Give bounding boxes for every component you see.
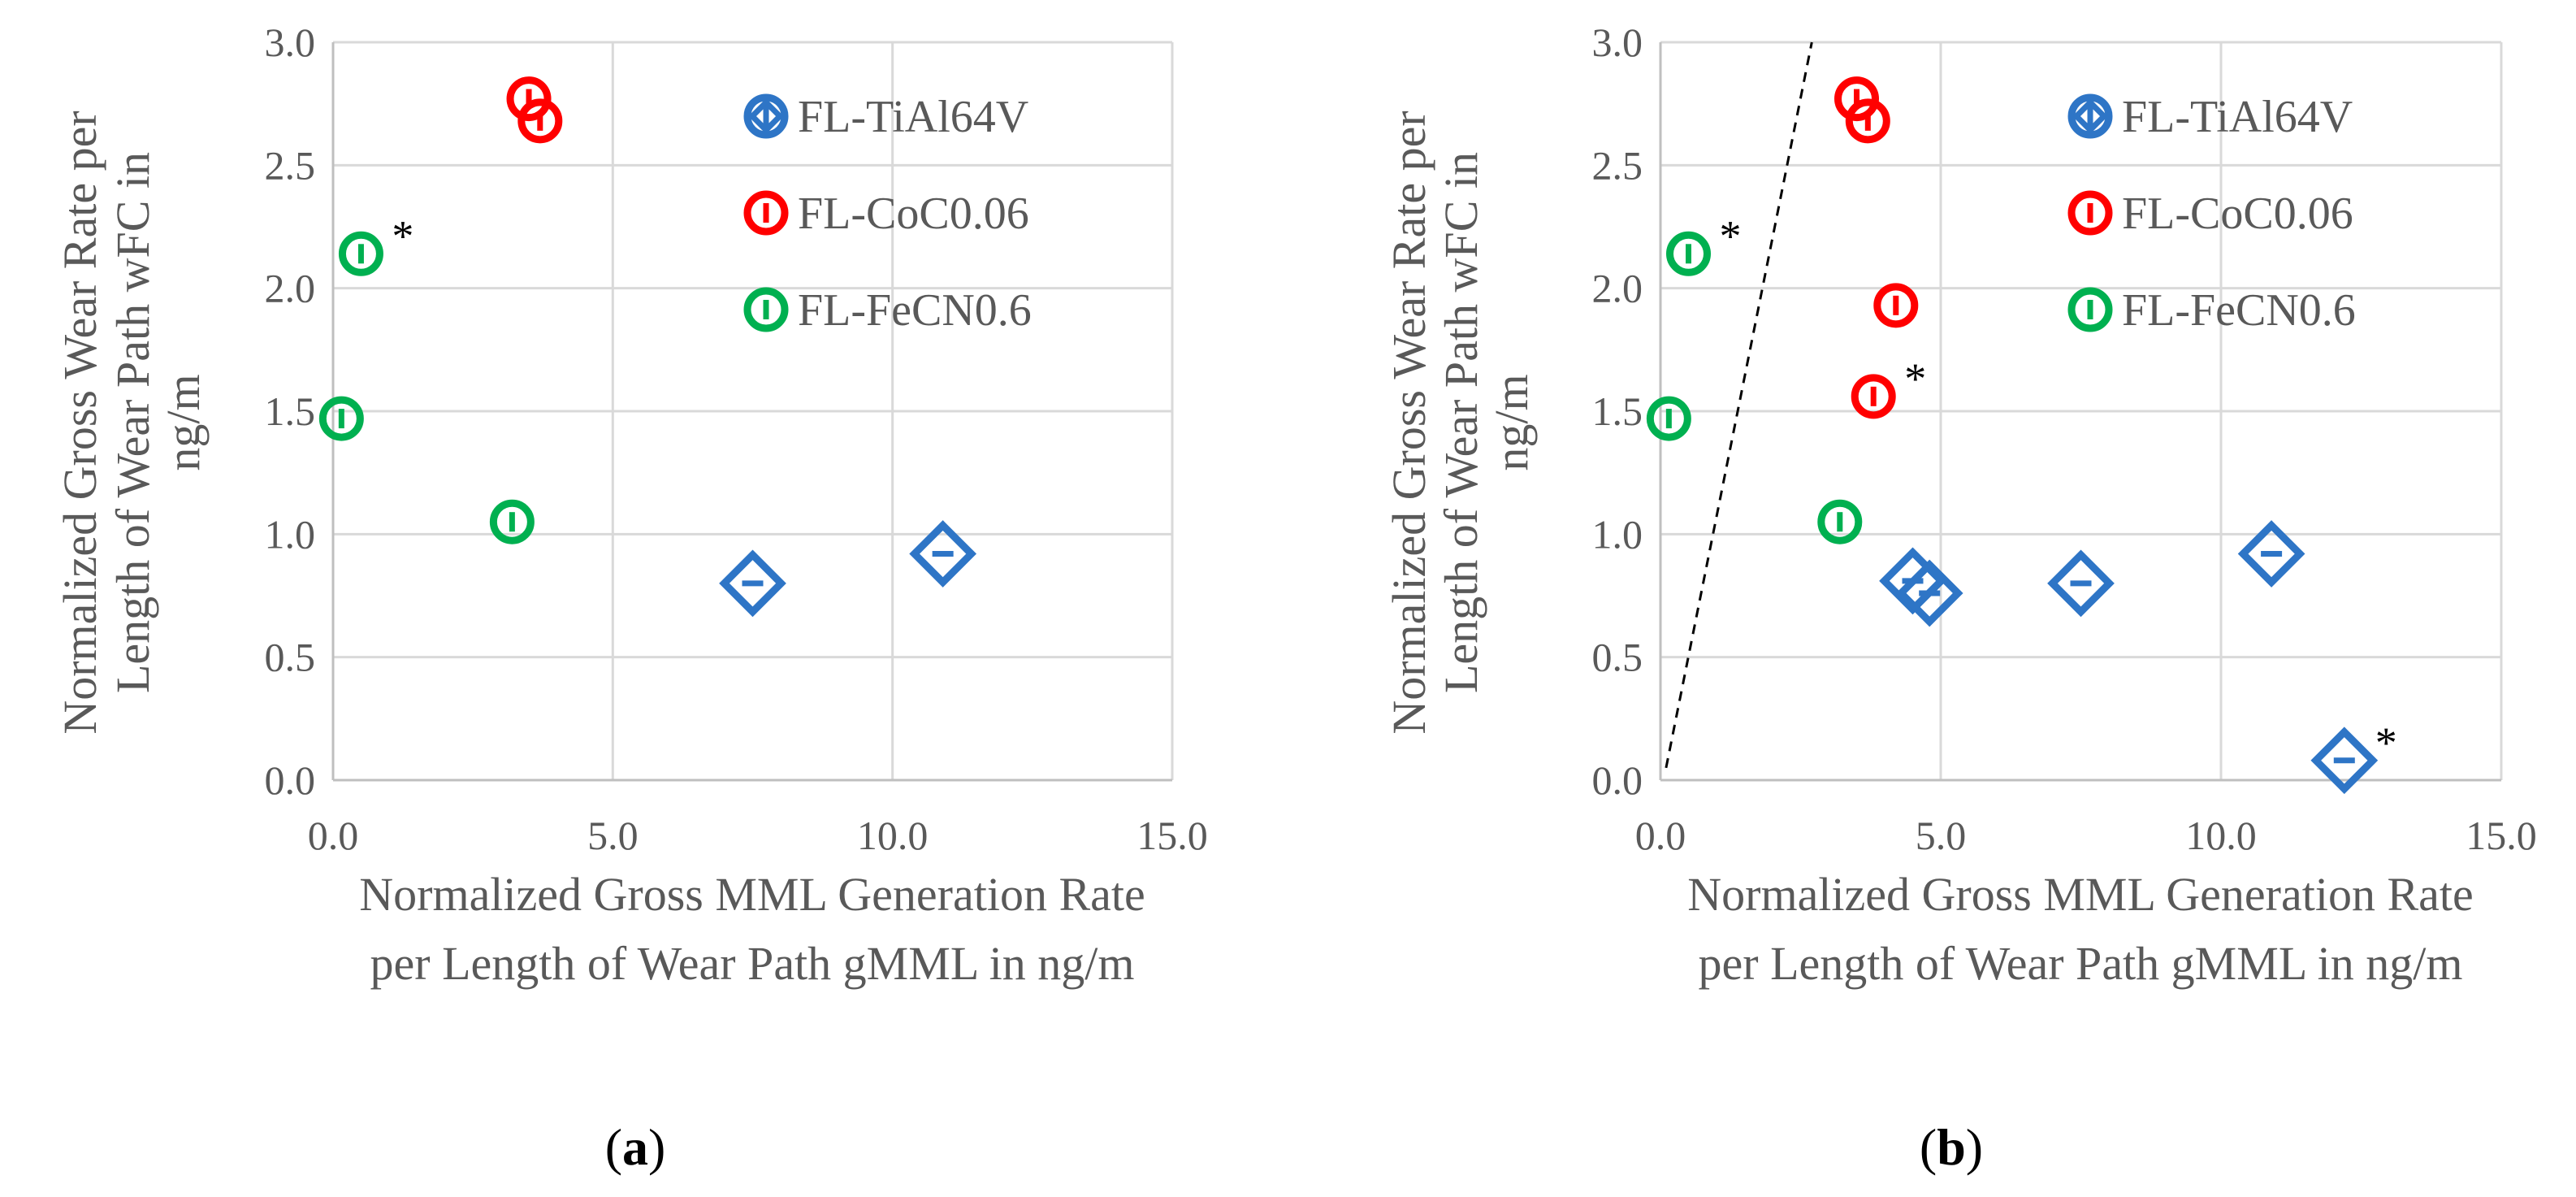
significance-star: * (392, 211, 413, 260)
data-point-fl-tial64v (2047, 549, 2115, 618)
y-tick-label: 2.0 (265, 266, 316, 311)
reference-line (1665, 41, 1813, 769)
panel-label-part: a (622, 1118, 648, 1176)
panel-label: (a) (605, 1118, 666, 1176)
y-tick-label: 3.0 (1592, 20, 1643, 65)
data-point-fl-coc0-06 (506, 76, 552, 122)
data-point-fl-coc0-06 (1851, 374, 1896, 419)
x-axis-title: Normalized Gross MML Generation Rate (359, 868, 1145, 921)
data-point-fl-tial64v (1895, 559, 1963, 627)
panel-label-part: ( (1920, 1118, 1937, 1176)
data-point-fl-fecn0-6 (489, 499, 535, 544)
y-tick-label: 0.5 (1592, 635, 1643, 680)
legend-label: FL-CoC0.06 (798, 189, 1029, 239)
data-point-fl-fecn0-6 (318, 396, 364, 441)
y-tick-label: 0.0 (1592, 757, 1643, 803)
x-tick-label: 10.0 (2185, 813, 2257, 858)
y-axis-title: Normalized Gross Wear Rate per (54, 111, 106, 734)
x-tick-label: 0.0 (1635, 813, 1686, 858)
data-point-fl-coc0-06 (1845, 98, 1890, 144)
legend-label: FL-TiAl64V (2122, 92, 2353, 142)
significance-star: * (2375, 718, 2397, 767)
data-point-fl-tial64v (2310, 726, 2379, 795)
data-point-fl-coc0-06 (1834, 76, 1879, 122)
x-tick-label: 10.0 (857, 813, 929, 858)
x-tick-label: 0.0 (308, 813, 359, 858)
x-tick-label: 5.0 (587, 813, 639, 858)
data-point-fl-coc0-06 (517, 98, 563, 144)
legend-marker (2067, 190, 2113, 236)
y-tick-label: 2.0 (1592, 266, 1643, 311)
legend-marker (743, 287, 789, 332)
y-tick-label: 2.5 (265, 142, 316, 188)
legend-marker (2067, 93, 2113, 139)
x-axis-title: per Length of Wear Path gMML in ng/m (370, 937, 1135, 990)
panel-label-part: ) (1966, 1118, 1983, 1176)
panel-label-part: ( (605, 1118, 622, 1176)
legend-marker (743, 190, 789, 236)
legend-marker (2072, 98, 2108, 134)
y-tick-label: 1.0 (265, 511, 316, 557)
x-axis-title: per Length of Wear Path gMML in ng/m (1699, 937, 2463, 990)
data-point-fl-coc0-06 (1873, 283, 1919, 328)
data-point-fl-tial64v (719, 549, 786, 618)
y-tick-label: 0.0 (265, 757, 316, 803)
legend-marker (743, 93, 789, 139)
y-axis-title: ng/m (1485, 374, 1538, 471)
y-tick-label: 2.5 (1592, 142, 1643, 188)
legend-label: FL-FeCN0.6 (798, 285, 1032, 336)
x-tick-label: 5.0 (1916, 813, 1967, 858)
data-point-fl-tial64v (909, 520, 977, 588)
y-tick-label: 1.5 (265, 388, 316, 434)
y-axis-title: Length of Wear Path wFC in (1435, 152, 1487, 693)
y-axis-title: Length of Wear Path wFC in (106, 152, 159, 693)
data-point-fl-tial64v (2237, 520, 2305, 588)
x-tick-label: 15.0 (2466, 813, 2537, 858)
legend-marker (748, 98, 784, 134)
panel-label: (b) (1920, 1118, 1983, 1176)
panel-label-part: ) (648, 1118, 665, 1176)
x-axis-title: Normalized Gross MML Generation Rate (1687, 868, 2473, 921)
data-point-fl-fecn0-6 (1646, 396, 1691, 441)
legend-label: FL-FeCN0.6 (2122, 285, 2356, 336)
significance-star: * (1720, 211, 1742, 260)
data-point-fl-fecn0-6 (1666, 231, 1711, 276)
y-axis-title: ng/m (157, 374, 210, 471)
data-point-fl-fecn0-6 (338, 231, 383, 276)
x-tick-label: 15.0 (1136, 813, 1208, 858)
legend-marker (2067, 287, 2113, 332)
significance-star: * (1904, 354, 1926, 403)
legend-label: FL-CoC0.06 (2122, 189, 2353, 239)
data-point-fl-fecn0-6 (1817, 499, 1863, 544)
y-axis-title: Normalized Gross Wear Rate per (1383, 111, 1435, 734)
y-tick-label: 1.5 (1592, 388, 1643, 434)
y-tick-label: 1.0 (1592, 511, 1643, 557)
y-tick-label: 0.5 (265, 635, 316, 680)
panel-a: 0.0 0.5 1.0 1.5 2.0 2.5 3.0 0.0 5.0 10.0 15.0 * FL-T… (54, 20, 1208, 1176)
panel-label-part: b (1937, 1118, 1966, 1176)
y-tick-label: 3.0 (265, 20, 316, 65)
legend-label: FL-TiAl64V (798, 92, 1028, 142)
panel-b: 0.0 0.5 1.0 1.5 2.0 2.5 3.0 0.0 5.0 10.0 15.0 * * * FL… (1383, 20, 2537, 1176)
